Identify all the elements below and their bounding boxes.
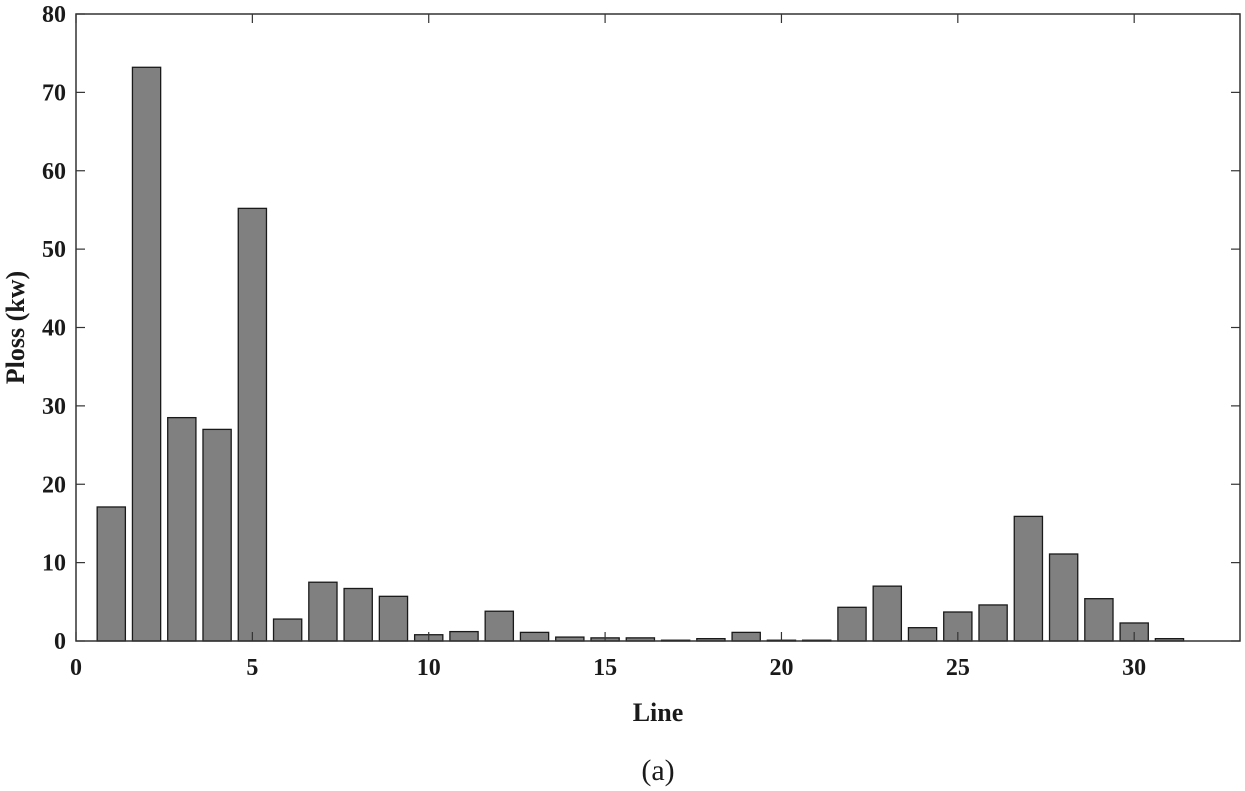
x-axis-ticks: 0 5 10 15 20 25 30 [70, 14, 1146, 681]
x-tick-label: 5 [246, 655, 258, 681]
x-tick-label: 20 [769, 655, 793, 681]
x-axis-label: Line [633, 698, 684, 727]
y-tick-label: 80 [42, 2, 66, 28]
bar-line-3 [167, 416, 197, 642]
y-axis-ticks: 0 10 20 30 40 50 60 70 80 [42, 2, 1240, 655]
x-tick-label: 15 [593, 655, 617, 681]
bar-line-28 [1048, 553, 1079, 642]
bar-line-4 [202, 428, 232, 642]
bar-line-8 [343, 587, 373, 642]
bar-line-24 [907, 627, 938, 642]
y-tick-label: 70 [42, 80, 66, 106]
bar-line-11 [449, 630, 479, 642]
bar-line-12 [484, 610, 515, 642]
y-tick-label: 60 [42, 159, 66, 185]
bar-line-22 [837, 606, 867, 642]
bar-line-2 [131, 66, 162, 642]
bar-line-27 [1013, 515, 1044, 642]
bar-line-26 [978, 604, 1008, 642]
x-tick-label: 25 [946, 655, 970, 681]
y-tick-label: 50 [42, 237, 66, 263]
y-tick-label: 30 [42, 394, 66, 420]
figure-caption: (a) [641, 754, 674, 787]
y-tick-label: 40 [42, 316, 66, 342]
bar-line-29 [1084, 598, 1114, 642]
x-tick-label: 30 [1122, 655, 1146, 681]
bar-line-19 [731, 631, 761, 642]
y-tick-label: 10 [42, 551, 66, 577]
bar-line-23 [872, 585, 903, 642]
x-tick-label: 10 [417, 655, 441, 681]
bar-line-6 [272, 618, 303, 642]
bar-line-13 [519, 631, 550, 642]
y-tick-label: 0 [54, 629, 66, 655]
y-axis-label: Ploss (kw) [1, 271, 30, 384]
y-tick-label: 20 [42, 472, 66, 498]
x-tick-label: 0 [70, 655, 82, 681]
bar-line-7 [308, 581, 338, 642]
bar-line-5 [237, 207, 268, 642]
bar-line-1 [96, 506, 127, 642]
bar-line-9 [378, 595, 409, 642]
bars-group [96, 66, 1185, 642]
